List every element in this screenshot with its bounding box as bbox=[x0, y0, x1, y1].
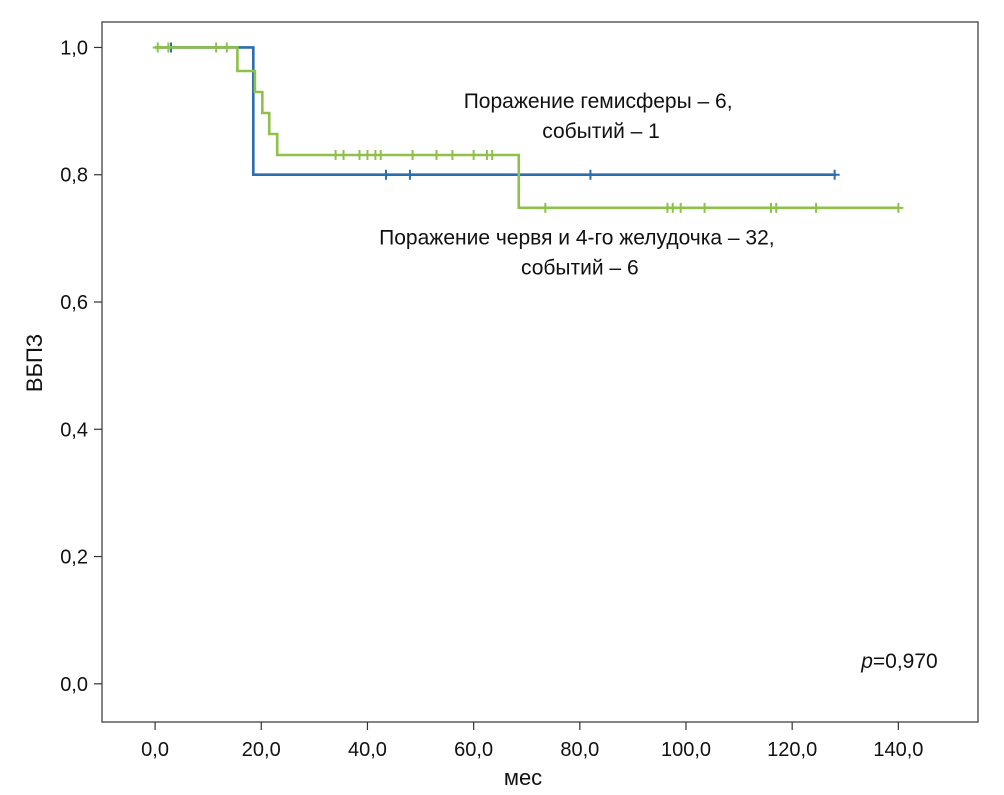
censor-mark-vermis bbox=[468, 150, 479, 160]
x-tick-label: 140,0 bbox=[873, 739, 923, 761]
annotation-hemisphere-line2: событий – 1 bbox=[542, 120, 660, 143]
y-tick-label: 0,2 bbox=[60, 547, 88, 569]
x-tick-label: 80,0 bbox=[560, 739, 599, 761]
censor-mark-hemisphere bbox=[585, 169, 596, 180]
censor-mark-vermis bbox=[447, 150, 458, 160]
y-tick-label: 1,0 bbox=[60, 37, 88, 59]
censor-mark-vermis bbox=[811, 202, 822, 213]
annotation-vermis-line2: событий – 6 bbox=[521, 257, 639, 280]
censor-mark-vermis bbox=[431, 150, 442, 160]
annotation-vermis-line1: Поражение червя и 4-го желудочка – 32, bbox=[379, 227, 774, 250]
censor-mark-vermis bbox=[338, 150, 349, 160]
y-axis: 0,0 0,2 0,4 0,6 0,8 1,0 bbox=[60, 37, 102, 696]
censor-mark-vermis bbox=[375, 150, 386, 160]
plot-frame bbox=[101, 21, 979, 723]
y-tick-label: 0,4 bbox=[60, 419, 88, 441]
x-tick-label: 100,0 bbox=[661, 739, 711, 761]
annotation-hemisphere-line1: Поражение гемисферы – 6, bbox=[464, 90, 733, 113]
x-axis: 0,0 20,0 40,0 60,0 80,0 100,0 120,0 140,0 bbox=[141, 722, 923, 761]
censor-mark-vermis bbox=[163, 42, 174, 53]
y-tick-label: 0,0 bbox=[60, 674, 88, 696]
censor-mark-hemisphere bbox=[381, 169, 392, 180]
p-value-symbol: p bbox=[860, 650, 873, 673]
x-tick-label: 120,0 bbox=[767, 739, 817, 761]
censor-mark-vermis bbox=[675, 202, 686, 213]
x-tick-label: 60,0 bbox=[454, 739, 493, 761]
censor-mark-vermis bbox=[487, 150, 498, 160]
y-tick-label: 0,6 bbox=[60, 292, 88, 314]
x-tick-label: 20,0 bbox=[242, 739, 281, 761]
p-value-number: =0,970 bbox=[873, 650, 938, 673]
x-tick-label: 0,0 bbox=[141, 739, 169, 761]
y-axis-label: ВБПЗ bbox=[22, 334, 47, 392]
censor-mark-vermis bbox=[771, 202, 782, 213]
annotation-hemisphere: Поражение гемисферы – 6, событий – 1 bbox=[464, 90, 739, 143]
censor-mark-hemisphere bbox=[404, 169, 415, 180]
x-tick-label: 40,0 bbox=[348, 739, 387, 761]
series-layer bbox=[152, 42, 904, 213]
survival-curve-vermis bbox=[155, 46, 899, 210]
x-axis-label: мес bbox=[504, 765, 542, 790]
censor-mark-hemisphere bbox=[829, 169, 840, 180]
annotation-vermis: Поражение червя и 4-го желудочка – 32, с… bbox=[379, 227, 780, 280]
p-value-annotation: p=0,970 bbox=[860, 650, 938, 673]
censor-mark-vermis bbox=[407, 150, 418, 160]
censor-mark-vermis bbox=[699, 202, 710, 213]
censor-mark-vermis bbox=[893, 202, 904, 213]
censor-mark-vermis bbox=[221, 42, 232, 53]
censor-mark-vermis bbox=[540, 202, 551, 213]
censor-mark-vermis bbox=[211, 42, 222, 53]
y-tick-label: 0,8 bbox=[60, 165, 88, 187]
censor-mark-vermis bbox=[152, 42, 163, 53]
